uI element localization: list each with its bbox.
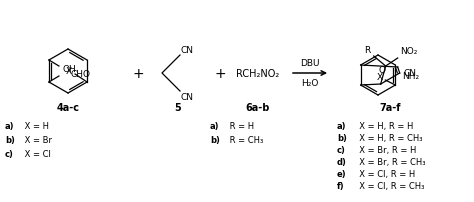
Text: c): c) <box>337 145 346 154</box>
Text: CN: CN <box>404 69 417 78</box>
Text: 7a-f: 7a-f <box>379 102 401 113</box>
Text: 4a-c: 4a-c <box>56 102 80 113</box>
Text: O: O <box>379 66 386 75</box>
Text: +: + <box>132 67 144 81</box>
Text: X = Cl, R = H: X = Cl, R = H <box>354 169 415 178</box>
Text: R: R <box>365 46 371 55</box>
Text: +: + <box>214 67 226 81</box>
Text: X = Br: X = Br <box>22 135 52 144</box>
Text: X: X <box>376 73 383 82</box>
Text: e): e) <box>337 169 346 178</box>
Text: CHO: CHO <box>71 70 91 79</box>
Text: b): b) <box>5 135 15 144</box>
Text: CN: CN <box>181 46 194 55</box>
Text: 5: 5 <box>174 102 182 113</box>
Text: 6a-b: 6a-b <box>246 102 270 113</box>
Text: a): a) <box>210 121 219 130</box>
Text: a): a) <box>5 121 15 130</box>
Text: a): a) <box>337 121 346 130</box>
Text: X = H: X = H <box>22 121 49 130</box>
Text: f): f) <box>337 181 345 190</box>
Text: d): d) <box>337 157 347 166</box>
Text: c): c) <box>5 149 14 158</box>
Text: X = H, R = CH₃: X = H, R = CH₃ <box>354 133 422 142</box>
Text: DBU: DBU <box>300 59 320 68</box>
Text: X = Br, R = CH₃: X = Br, R = CH₃ <box>354 157 426 166</box>
Text: CN: CN <box>181 93 194 101</box>
Text: NH₂: NH₂ <box>401 72 419 81</box>
Text: NO₂: NO₂ <box>400 47 417 56</box>
Text: RCH₂NO₂: RCH₂NO₂ <box>237 69 280 79</box>
Text: b): b) <box>337 133 347 142</box>
Text: X = Cl: X = Cl <box>22 149 51 158</box>
Text: X: X <box>66 67 72 76</box>
Text: R = H: R = H <box>227 121 254 130</box>
Text: H₂O: H₂O <box>301 79 319 88</box>
Text: X = Cl, R = CH₃: X = Cl, R = CH₃ <box>354 181 424 190</box>
Text: X = Br, R = H: X = Br, R = H <box>354 145 416 154</box>
Text: b): b) <box>210 135 220 144</box>
Text: X = H, R = H: X = H, R = H <box>354 121 413 130</box>
Text: OH: OH <box>63 65 77 74</box>
Text: R = CH₃: R = CH₃ <box>227 135 263 144</box>
